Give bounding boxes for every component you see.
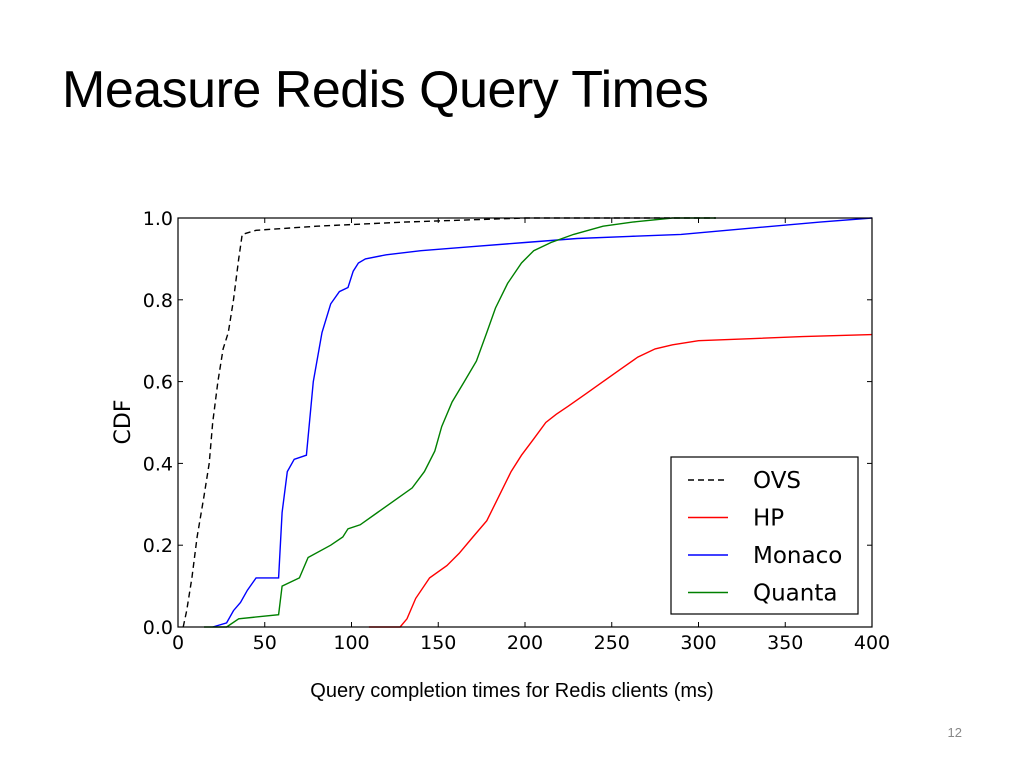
x-tick-label: 50 — [253, 632, 277, 654]
y-tick-label: 1.0 — [143, 208, 173, 230]
y-tick-label: 0.6 — [143, 372, 173, 394]
x-tick-label: 0 — [172, 632, 184, 654]
legend-label-monaco: Monaco — [753, 543, 842, 569]
series-line-monaco — [212, 217, 873, 628]
page-number: 12 — [947, 725, 962, 740]
x-tick-label: 100 — [333, 632, 369, 654]
x-tick-label: 400 — [854, 632, 890, 654]
legend-label-hp: HP — [753, 506, 784, 532]
legend: OVS HP Monaco Quanta — [670, 456, 859, 615]
x-tick-label: 250 — [594, 632, 630, 654]
x-tick-label: 300 — [680, 632, 716, 654]
x-tick-label: 350 — [767, 632, 803, 654]
series-line-quanta — [204, 217, 716, 628]
slide-title: Measure Redis Query Times — [62, 61, 709, 119]
y-axis-label: CDF — [111, 400, 136, 445]
tick-layer: 0 50 100 150 200 250 300 350 400 0.0 0.2 0.4 0.6 0.8 1… — [143, 208, 890, 654]
x-tick-label: 150 — [420, 632, 456, 654]
series-line-hp — [368, 333, 873, 628]
y-tick-label: 0.0 — [143, 617, 173, 639]
series-line-ovs — [182, 217, 716, 628]
legend-frame — [670, 456, 859, 615]
series-layer — [182, 217, 873, 628]
y-tick-label: 0.8 — [143, 290, 173, 312]
x-axis-caption: Query completion times for Redis clients… — [310, 680, 714, 702]
legend-label-quanta: Quanta — [753, 581, 837, 607]
y-tick-label: 0.4 — [143, 453, 173, 475]
x-tick-label: 200 — [507, 632, 543, 654]
y-tick-label: 0.2 — [143, 535, 173, 557]
legend-label-ovs: OVS — [753, 468, 801, 494]
